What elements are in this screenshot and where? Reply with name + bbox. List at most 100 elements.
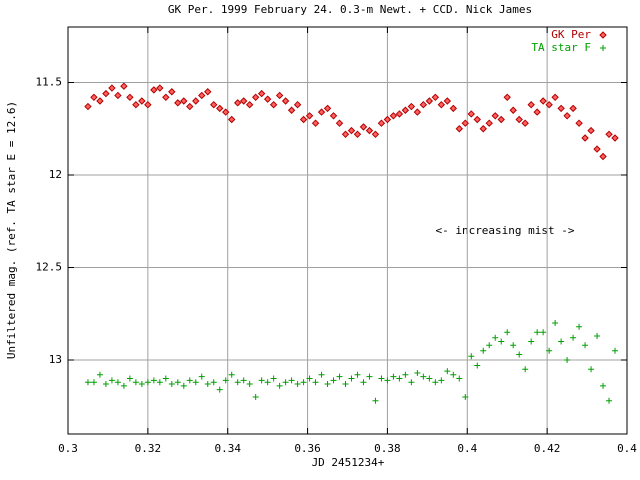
data-point bbox=[426, 375, 433, 382]
data-point bbox=[222, 108, 230, 116]
data-point bbox=[527, 100, 535, 109]
data-point bbox=[318, 371, 325, 378]
data-point bbox=[239, 97, 248, 105]
data-point bbox=[162, 375, 169, 382]
legend-label: GK Per bbox=[551, 28, 591, 41]
data-point bbox=[270, 375, 277, 382]
data-point bbox=[84, 379, 91, 386]
data-point bbox=[503, 93, 511, 102]
data-point bbox=[570, 334, 577, 341]
data-point bbox=[354, 371, 361, 378]
data-point bbox=[606, 397, 613, 404]
data-point bbox=[365, 126, 374, 135]
data-point bbox=[533, 108, 541, 116]
data-point bbox=[431, 93, 440, 102]
data-point bbox=[330, 377, 337, 384]
data-point bbox=[594, 332, 601, 339]
data-point bbox=[425, 97, 434, 105]
data-point bbox=[186, 377, 193, 384]
data-point bbox=[450, 371, 457, 378]
data-point bbox=[306, 375, 313, 382]
data-point bbox=[114, 379, 121, 386]
plot-border bbox=[67, 26, 628, 435]
data-point bbox=[491, 112, 499, 120]
data-point bbox=[420, 373, 427, 380]
data-point bbox=[210, 100, 218, 109]
data-point bbox=[378, 375, 385, 382]
data-point bbox=[168, 88, 176, 96]
data-point bbox=[204, 88, 212, 96]
x-tick-label: 0.4 bbox=[617, 442, 637, 455]
data-point bbox=[504, 329, 511, 336]
data-point bbox=[150, 86, 158, 94]
data-point bbox=[269, 100, 278, 109]
data-point bbox=[144, 379, 151, 386]
data-point bbox=[407, 102, 416, 111]
data-point bbox=[317, 108, 326, 116]
legend-label: TA star F bbox=[531, 41, 591, 54]
data-point bbox=[534, 329, 541, 336]
data-point bbox=[395, 110, 404, 118]
data-point bbox=[408, 379, 415, 386]
data-point bbox=[293, 100, 302, 109]
data-point bbox=[402, 371, 409, 378]
data-point bbox=[485, 119, 493, 127]
y-tick-label: 13 bbox=[49, 353, 62, 366]
data-point bbox=[539, 97, 547, 105]
data-point bbox=[437, 100, 446, 109]
data-point bbox=[287, 106, 296, 114]
data-point bbox=[144, 100, 152, 109]
data-point bbox=[204, 381, 211, 388]
data-point bbox=[294, 381, 301, 388]
data-point bbox=[528, 338, 535, 345]
data-point bbox=[96, 371, 103, 378]
data-point bbox=[564, 357, 571, 363]
data-point bbox=[138, 381, 145, 388]
data-point bbox=[558, 338, 565, 345]
data-point bbox=[540, 329, 547, 336]
data-point bbox=[282, 379, 289, 386]
data-point bbox=[348, 375, 355, 382]
y-tick-label: 11.5 bbox=[36, 76, 63, 89]
data-point bbox=[233, 99, 242, 107]
data-point bbox=[192, 97, 200, 105]
data-point bbox=[102, 381, 109, 388]
data-point bbox=[245, 100, 254, 109]
data-point bbox=[198, 373, 205, 380]
data-point bbox=[323, 104, 332, 113]
data-point bbox=[198, 91, 206, 100]
data-point bbox=[132, 379, 139, 386]
data-point bbox=[593, 145, 601, 153]
data-point bbox=[252, 394, 259, 400]
data-point bbox=[288, 377, 295, 384]
data-point bbox=[419, 100, 428, 109]
data-point bbox=[498, 338, 505, 345]
data-point bbox=[444, 368, 451, 375]
data-point bbox=[174, 379, 181, 386]
data-point bbox=[599, 152, 607, 161]
data-point bbox=[324, 381, 331, 388]
data-point bbox=[180, 382, 187, 389]
data-point bbox=[84, 102, 92, 111]
data-point bbox=[456, 375, 463, 382]
data-point bbox=[353, 130, 362, 139]
data-point bbox=[396, 375, 403, 382]
data-point bbox=[120, 382, 127, 389]
data-point bbox=[522, 366, 529, 373]
data-point bbox=[438, 377, 445, 384]
data-point bbox=[552, 320, 559, 326]
data-point bbox=[462, 394, 469, 400]
data-point bbox=[545, 100, 553, 109]
data-point bbox=[600, 382, 607, 389]
data-point bbox=[240, 377, 247, 384]
data-point bbox=[347, 126, 356, 135]
data-point bbox=[174, 99, 182, 107]
y-tick-label: 12.5 bbox=[36, 261, 63, 274]
data-point bbox=[276, 382, 283, 389]
data-point bbox=[413, 108, 422, 116]
data-point bbox=[467, 110, 475, 118]
data-point bbox=[414, 369, 421, 376]
data-point bbox=[461, 119, 469, 127]
data-point bbox=[479, 125, 487, 133]
